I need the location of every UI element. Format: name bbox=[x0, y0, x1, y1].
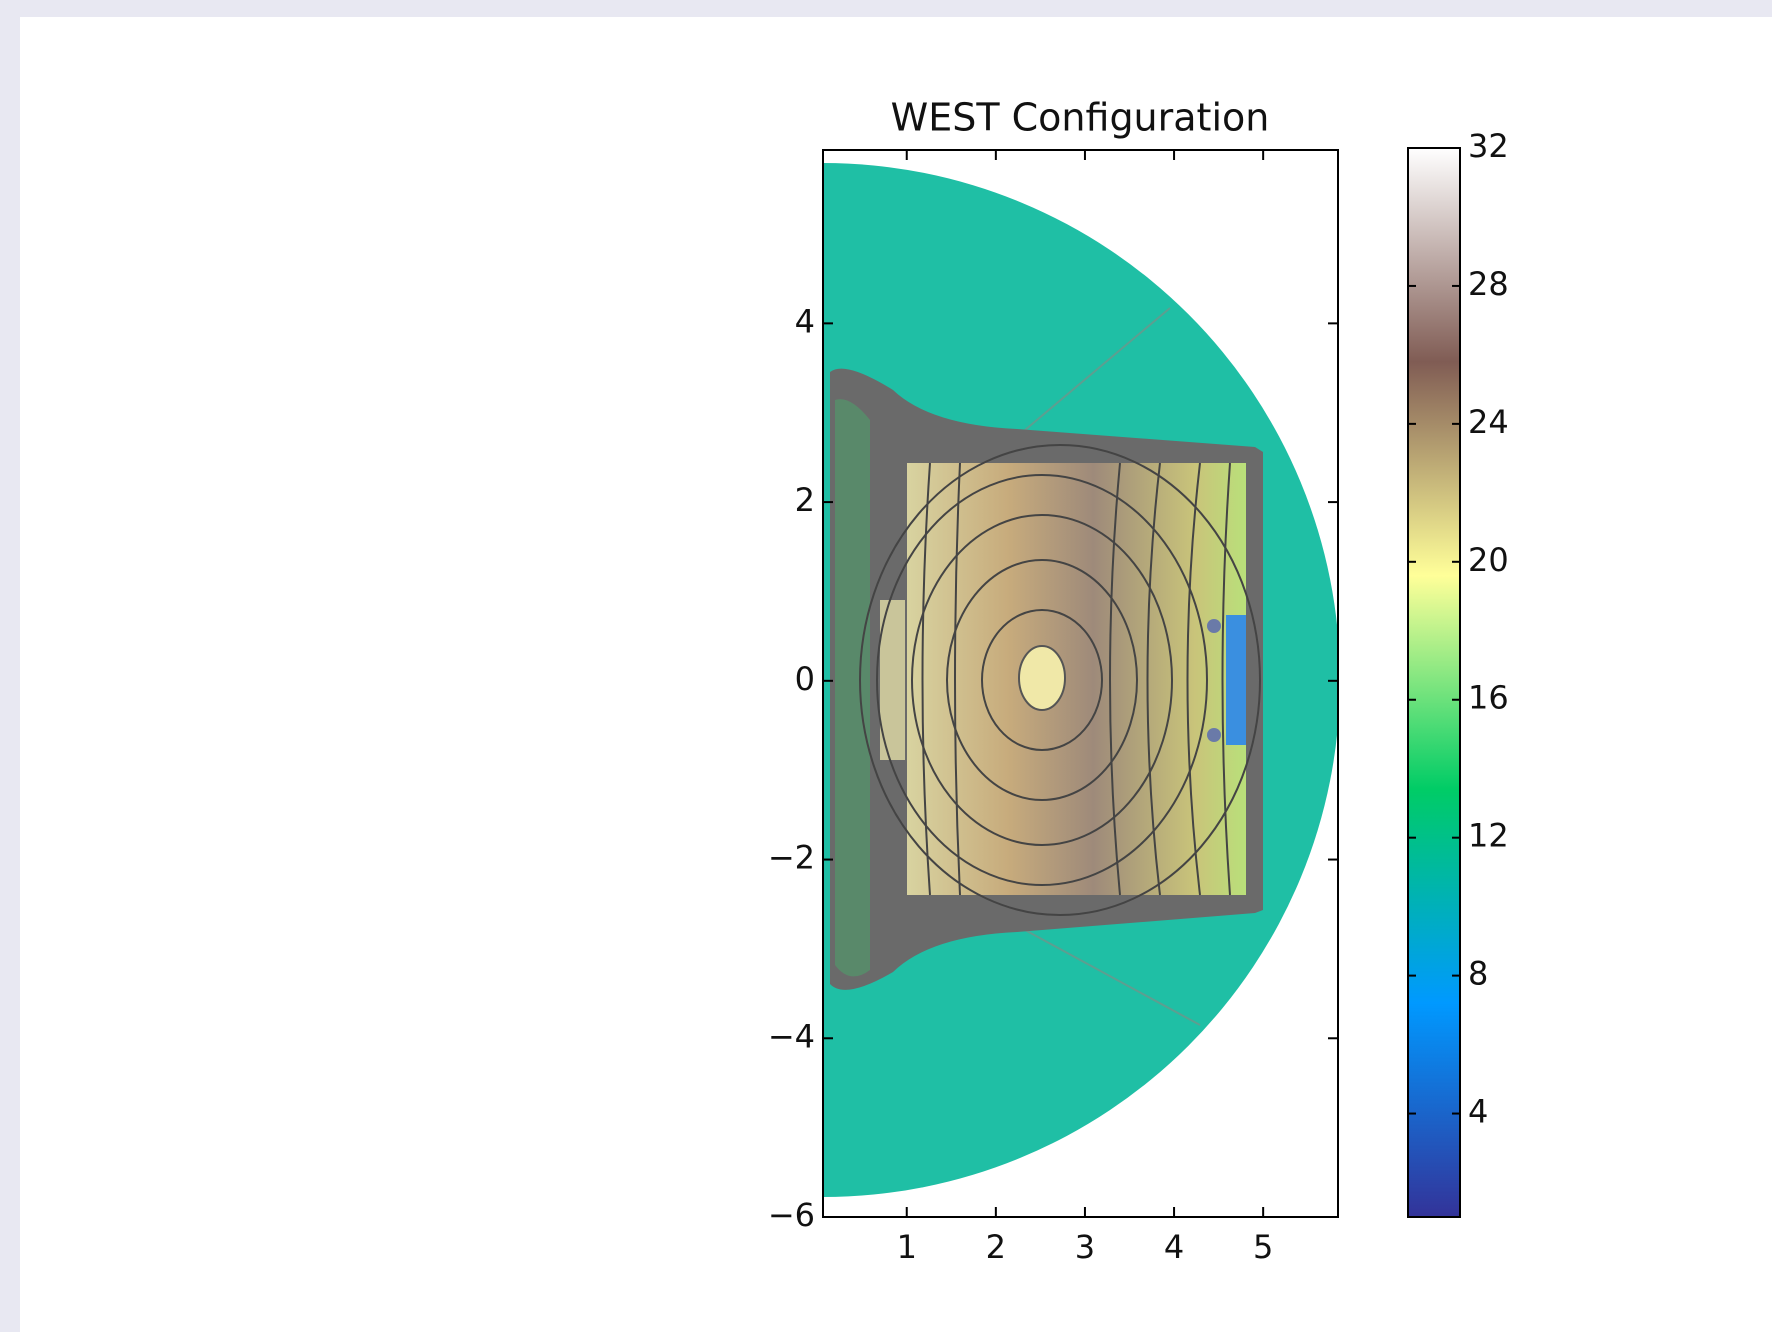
chart-title: WEST Configuration bbox=[891, 96, 1270, 140]
axes-frame bbox=[822, 149, 1339, 1218]
colorbar-tick-label: 16 bbox=[1468, 679, 1509, 717]
y-tick-label: 2 bbox=[795, 481, 815, 519]
coil-region bbox=[1226, 615, 1246, 745]
colorbar-tick-label: 4 bbox=[1468, 1093, 1488, 1131]
colorbar-tick-label: 28 bbox=[1468, 265, 1509, 303]
colorbar-tick-label: 24 bbox=[1468, 403, 1509, 441]
y-tick-label: −4 bbox=[768, 1017, 815, 1055]
x-tick-label: 5 bbox=[1253, 1228, 1273, 1266]
x-tick-label: 2 bbox=[986, 1228, 1006, 1266]
coil bbox=[1207, 728, 1221, 742]
y-tick-label: 4 bbox=[795, 302, 815, 340]
coil bbox=[1207, 619, 1221, 633]
colorbar bbox=[1407, 147, 1461, 1218]
field bbox=[823, 163, 1338, 1197]
y-tick-label: −6 bbox=[768, 1196, 815, 1234]
boundary-line bbox=[1024, 929, 1201, 1026]
x-tick-label: 3 bbox=[1075, 1228, 1095, 1266]
x-tick-label: 4 bbox=[1164, 1228, 1184, 1266]
plasma-region bbox=[907, 463, 1246, 895]
plasma-core bbox=[1018, 645, 1066, 711]
colorbar-tick-label: 32 bbox=[1468, 127, 1509, 165]
colorbar-tick-label: 20 bbox=[1468, 541, 1509, 579]
x-tick-label: 1 bbox=[897, 1228, 917, 1266]
y-tick-label: 0 bbox=[795, 660, 815, 698]
boundary-line bbox=[1024, 307, 1171, 431]
coil-region bbox=[835, 399, 870, 977]
contours bbox=[859, 444, 1261, 916]
colorbar-tick-label: 12 bbox=[1468, 817, 1509, 855]
colorbar-tick-label: 8 bbox=[1468, 955, 1488, 993]
plasma-region bbox=[880, 600, 905, 760]
y-tick-label: −2 bbox=[768, 839, 815, 877]
